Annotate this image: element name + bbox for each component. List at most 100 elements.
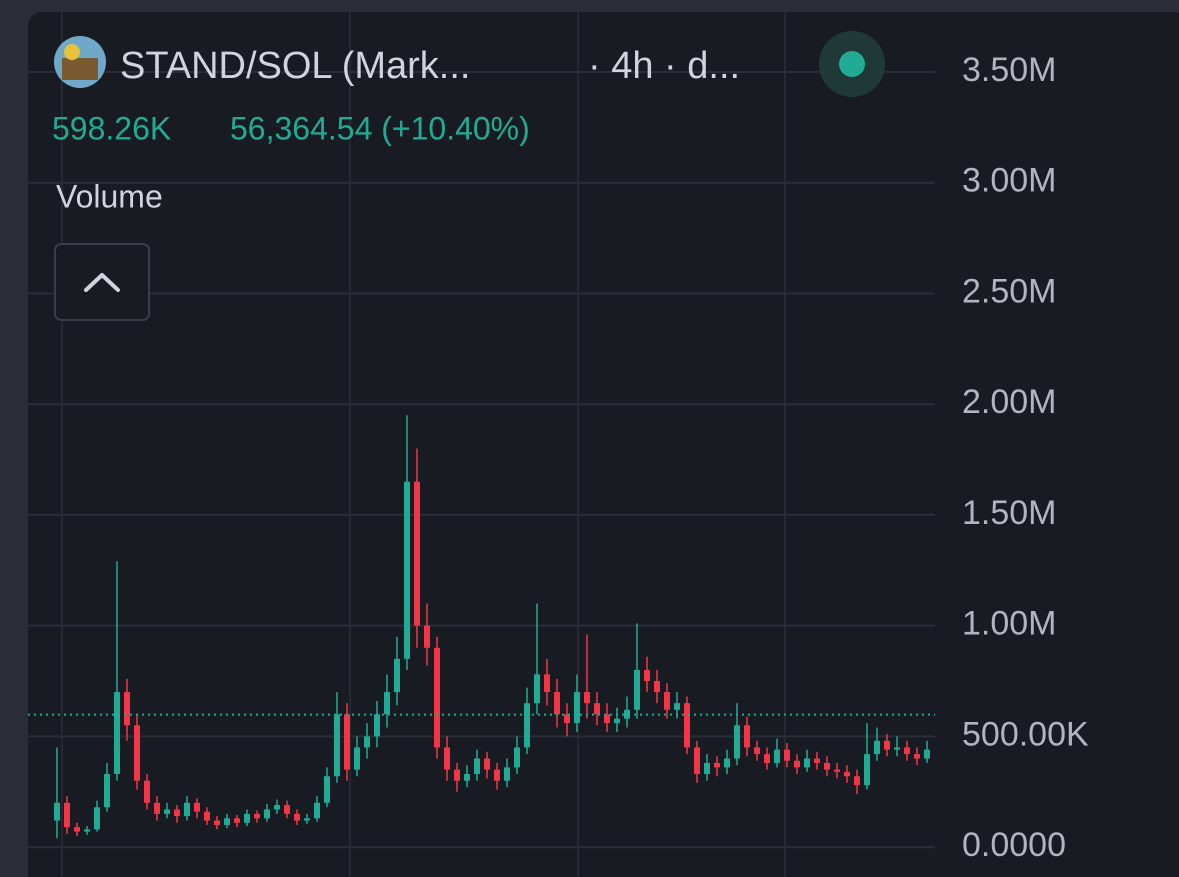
candle-body bbox=[734, 725, 740, 759]
candle-body bbox=[884, 740, 890, 750]
candle-body bbox=[584, 692, 590, 704]
interval: · 4h · d... bbox=[588, 45, 740, 87]
candle-body bbox=[214, 820, 220, 825]
candle-body bbox=[294, 813, 300, 821]
candle-body bbox=[304, 818, 310, 821]
price-change: 56,364.54 (+10.40%) bbox=[230, 110, 530, 146]
candle-body bbox=[564, 714, 570, 724]
last-price: 598.26K bbox=[52, 110, 171, 146]
candle-body bbox=[154, 802, 160, 814]
candle-body bbox=[684, 703, 690, 748]
y-tick-label: 1.00M bbox=[962, 605, 1057, 643]
candle-body bbox=[284, 805, 290, 814]
y-tick-label: 3.50M bbox=[962, 51, 1057, 89]
candle-body bbox=[844, 771, 850, 777]
candle-body bbox=[644, 669, 650, 682]
candle-body bbox=[324, 776, 330, 803]
candle-body bbox=[144, 780, 150, 803]
panel bbox=[28, 12, 1179, 877]
candle-body bbox=[124, 692, 130, 726]
candle-body bbox=[634, 669, 640, 710]
candle-body bbox=[704, 762, 710, 775]
candle-body bbox=[504, 767, 510, 781]
candle-body bbox=[334, 714, 340, 777]
y-tick-label: 0.0000 bbox=[962, 826, 1066, 864]
indicator-label: Volume bbox=[56, 178, 163, 214]
candle-body bbox=[794, 760, 800, 768]
candle-body bbox=[434, 647, 440, 748]
candle-body bbox=[604, 714, 610, 724]
candle-body bbox=[514, 747, 520, 768]
x-grid bbox=[61, 12, 786, 877]
candle-body bbox=[874, 740, 880, 755]
candle-body bbox=[374, 714, 380, 737]
candle-body bbox=[754, 747, 760, 755]
candle-body bbox=[864, 754, 870, 786]
candle-body bbox=[114, 692, 120, 775]
candle-body bbox=[404, 481, 410, 659]
candle-body bbox=[354, 747, 360, 770]
candle-body bbox=[424, 625, 430, 648]
candle-body bbox=[714, 762, 720, 768]
candle-body bbox=[74, 827, 80, 832]
candle-body bbox=[474, 758, 480, 775]
y-tick-label: 2.00M bbox=[962, 383, 1057, 421]
candle-body bbox=[184, 802, 190, 817]
candle-body bbox=[344, 714, 350, 770]
candle-body bbox=[494, 769, 500, 781]
candle-body bbox=[804, 758, 810, 768]
candle-body bbox=[624, 709, 630, 719]
candle-body bbox=[464, 774, 470, 781]
collapse-button[interactable] bbox=[54, 243, 150, 321]
candle-body bbox=[274, 805, 280, 810]
plot bbox=[28, 415, 935, 839]
candle-body bbox=[204, 811, 210, 821]
candle-body bbox=[174, 809, 180, 817]
candle-body bbox=[554, 692, 560, 715]
candle-body bbox=[384, 692, 390, 715]
y-tick-label: 2.50M bbox=[962, 272, 1057, 310]
chevron-icon bbox=[84, 273, 120, 292]
candle-body bbox=[894, 747, 900, 750]
candle-body bbox=[224, 818, 230, 825]
candle-body bbox=[194, 802, 200, 812]
candle-body bbox=[774, 749, 780, 763]
candle-body bbox=[614, 718, 620, 724]
candle-body bbox=[724, 758, 730, 768]
candle-body bbox=[84, 829, 90, 832]
candle-body bbox=[254, 813, 260, 819]
candle-body bbox=[764, 754, 770, 763]
candle-body bbox=[834, 769, 840, 772]
candle-body bbox=[574, 692, 580, 724]
y-axis: 0.0000 500.00K 1.00M 1.50M 2.00M 2.50M 3.00M 3.… bbox=[962, 51, 1089, 864]
candle-body bbox=[534, 674, 540, 704]
candle-body bbox=[594, 703, 600, 715]
candle-body bbox=[264, 809, 270, 819]
candle-body bbox=[784, 749, 790, 761]
candle-body bbox=[664, 692, 670, 710]
y-tick-label: 1.50M bbox=[962, 494, 1057, 532]
candle-body bbox=[744, 725, 750, 748]
candle-body bbox=[854, 776, 860, 786]
candle-body bbox=[674, 703, 680, 710]
candle-body bbox=[904, 747, 910, 755]
y-tick-label: 500.00K bbox=[962, 715, 1089, 753]
candle-body bbox=[414, 481, 420, 626]
y-grid bbox=[28, 71, 935, 849]
candle-body bbox=[654, 681, 660, 693]
token-icon-detail bbox=[64, 44, 80, 60]
candle-body bbox=[454, 769, 460, 781]
candle-body bbox=[924, 749, 930, 759]
candle-body bbox=[484, 758, 490, 770]
candle-body bbox=[914, 754, 920, 759]
candle-body bbox=[314, 802, 320, 819]
candle-body bbox=[94, 807, 100, 830]
candle-body bbox=[244, 813, 250, 823]
candle-body bbox=[544, 674, 550, 693]
y-tick-label: 3.00M bbox=[962, 162, 1057, 200]
symbol-title: STAND/SOL (Mark... bbox=[120, 45, 470, 87]
status-dot bbox=[839, 51, 865, 77]
candle-body bbox=[524, 703, 530, 748]
